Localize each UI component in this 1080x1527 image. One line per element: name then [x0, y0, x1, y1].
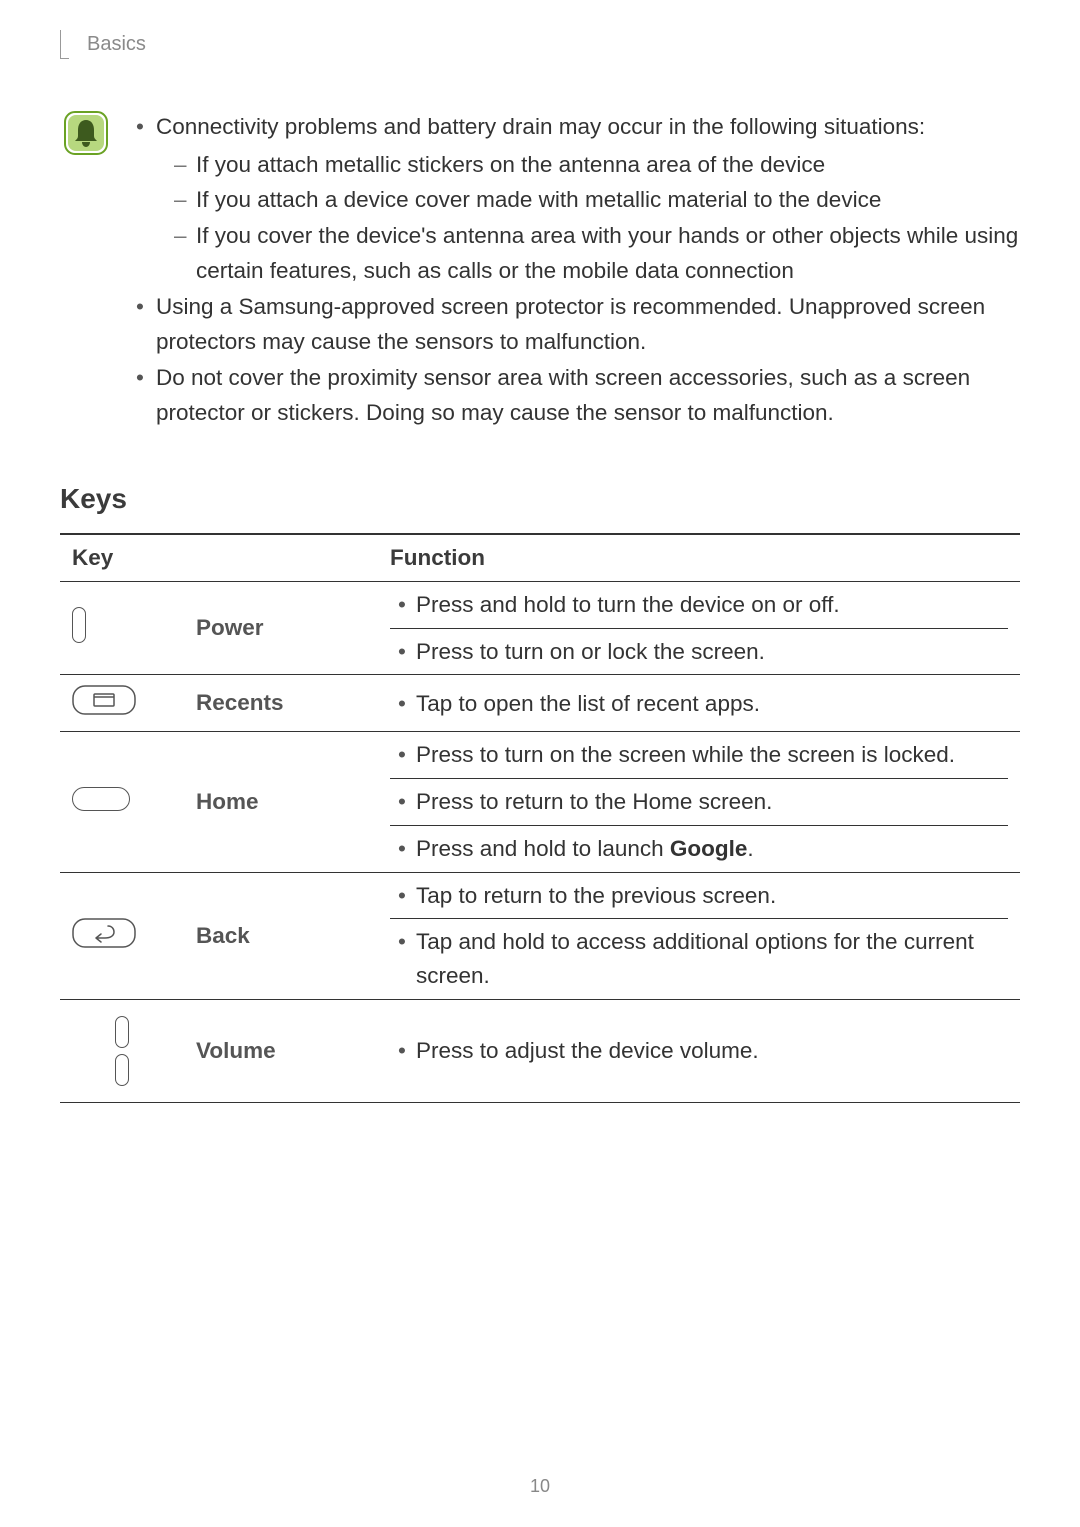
func-list-volume: Press to adjust the device volume. — [390, 1028, 1008, 1074]
breadcrumb-bracket — [60, 30, 69, 59]
th-key: Key — [60, 534, 378, 582]
table-row: Recents Tap to open the list of recent a… — [60, 675, 1020, 732]
bell-note-icon — [64, 111, 108, 160]
keys-table: Key Function Power Press and hold to tur… — [60, 533, 1020, 1103]
func-power-1: Press to turn on or lock the screen. — [390, 628, 1008, 675]
recents-key-icon — [60, 675, 184, 732]
breadcrumb-label: Basics — [87, 33, 146, 56]
breadcrumb: Basics — [60, 30, 1020, 59]
note-dash-3: If you cover the device's antenna area w… — [156, 218, 1020, 289]
func-home-2: Press and hold to launch Google. — [390, 825, 1008, 872]
key-label-recents: Recents — [196, 690, 284, 715]
table-row: Back Tap to return to the previous scree… — [60, 872, 1020, 999]
func-list-home: Press to turn on the screen while the sc… — [390, 732, 1008, 871]
note-bullet-2: Using a Samsung-approved screen protecto… — [130, 289, 1020, 360]
func-home-1: Press to return to the Home screen. — [390, 778, 1008, 825]
note-bullet-3: Do not cover the proximity sensor area w… — [130, 360, 1020, 431]
note-bullet-list: Connectivity problems and battery drain … — [130, 109, 1020, 431]
note-callout: Connectivity problems and battery drain … — [64, 109, 1020, 431]
note-bullet-1-text: Connectivity problems and battery drain … — [156, 114, 925, 139]
table-row: Power Press and hold to turn the device … — [60, 581, 1020, 675]
key-label-back: Back — [196, 923, 250, 948]
func-list-back: Tap to return to the previous screen. Ta… — [390, 873, 1008, 999]
table-row: Volume Press to adjust the device volume… — [60, 999, 1020, 1102]
key-label-power: Power — [196, 615, 264, 640]
key-label-home: Home — [196, 789, 259, 814]
func-recents-0: Tap to open the list of recent apps. — [390, 681, 1008, 727]
func-list-power: Press and hold to turn the device on or … — [390, 582, 1008, 675]
func-home-0: Press to turn on the screen while the sc… — [390, 732, 1008, 778]
func-power-0: Press and hold to turn the device on or … — [390, 582, 1008, 628]
note-dash-list: If you attach metallic stickers on the a… — [156, 147, 1020, 289]
volume-key-icon — [60, 999, 184, 1102]
note-bullet-1: Connectivity problems and battery drain … — [130, 109, 1020, 289]
note-dash-1: If you attach metallic stickers on the a… — [156, 147, 1020, 183]
key-label-volume: Volume — [196, 1038, 276, 1063]
func-back-1: Tap and hold to access additional option… — [390, 918, 1008, 999]
power-key-icon — [60, 581, 184, 675]
table-row: Home Press to turn on the screen while t… — [60, 732, 1020, 872]
func-back-0: Tap to return to the previous screen. — [390, 873, 1008, 919]
func-list-recents: Tap to open the list of recent apps. — [390, 681, 1008, 727]
func-volume-0: Press to adjust the device volume. — [390, 1028, 1008, 1074]
home-key-icon — [60, 732, 184, 872]
th-function: Function — [378, 534, 1020, 582]
back-key-icon — [60, 872, 184, 999]
page-number: 10 — [0, 1476, 1080, 1497]
section-title-keys: Keys — [60, 483, 1020, 515]
note-dash-2: If you attach a device cover made with m… — [156, 182, 1020, 218]
